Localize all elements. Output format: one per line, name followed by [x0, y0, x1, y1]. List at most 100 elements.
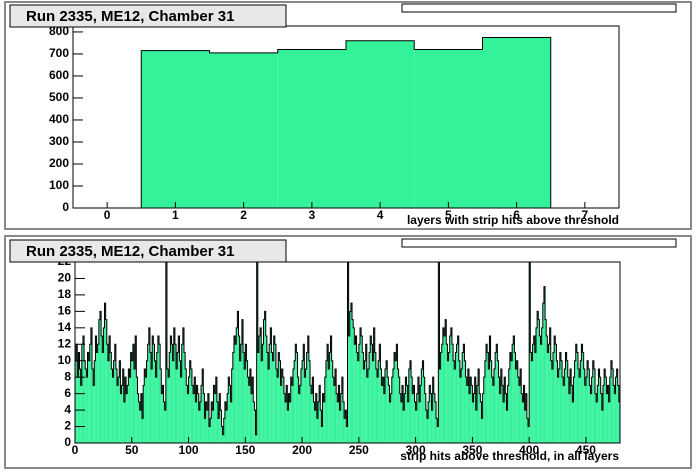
bin: [132, 344, 135, 443]
bin: [484, 360, 487, 443]
bin: [104, 303, 106, 443]
bin: [330, 336, 332, 443]
bin: [235, 344, 237, 443]
bin: [587, 360, 589, 443]
chart-title: Run 2335, ME12, Chamber 31: [26, 8, 234, 25]
bin: [127, 385, 129, 443]
bin: [608, 401, 610, 443]
bin: [408, 368, 410, 443]
bin: [454, 368, 456, 443]
bin: [584, 385, 586, 443]
bin: [567, 377, 569, 443]
bin: [398, 377, 400, 443]
bin: [195, 401, 197, 443]
bin: [205, 401, 207, 443]
bin: [500, 368, 502, 443]
bin: [198, 410, 200, 443]
bin: [97, 344, 99, 443]
bin: [436, 418, 438, 443]
bin: [538, 319, 540, 443]
bin: [156, 352, 158, 443]
bin: [377, 377, 379, 443]
bin: [162, 385, 164, 443]
bin: [154, 360, 156, 443]
y-tick-label: 18: [58, 287, 72, 301]
bin: [298, 393, 300, 443]
bin: [252, 377, 254, 443]
bin: [455, 352, 457, 443]
bin: [481, 418, 483, 443]
x-tick-label: 150: [235, 443, 255, 457]
bin: [499, 393, 501, 443]
bin: [503, 401, 505, 443]
bin: [607, 385, 609, 443]
bin: [558, 368, 560, 443]
bin: [279, 360, 281, 443]
bin: [513, 336, 515, 443]
y-tick-label: 700: [49, 46, 69, 60]
bin: [190, 368, 192, 443]
bin: [84, 360, 86, 443]
x-axis-label: strip hits above threshold, in all layer…: [400, 449, 619, 463]
bin: [78, 352, 80, 443]
bin: [432, 377, 434, 443]
bin: [383, 393, 385, 443]
bin: [464, 360, 466, 443]
y-tick-label: 2: [64, 419, 71, 433]
bin: [495, 352, 497, 443]
bin: [394, 352, 396, 443]
bin: [171, 344, 173, 443]
bin: [320, 410, 322, 443]
bin: [322, 393, 324, 443]
y-tick-label: 14: [58, 320, 72, 334]
bin: [305, 368, 307, 443]
bin: [400, 401, 402, 443]
bin: [406, 385, 408, 443]
bin: [463, 344, 465, 443]
bin: [595, 393, 597, 443]
histogram-outline: [140, 36, 552, 208]
x-tick-label: 6: [513, 208, 520, 222]
bin: [382, 377, 384, 443]
bin: [249, 368, 251, 443]
bin: [349, 311, 351, 443]
bin: [420, 385, 422, 443]
bin: [581, 344, 583, 443]
bin: [453, 360, 455, 443]
bin: [601, 410, 603, 443]
bin: [597, 385, 599, 443]
bin: [215, 377, 217, 443]
bin: [402, 385, 404, 443]
bin: [359, 327, 362, 443]
bin: [303, 344, 305, 443]
bin: [296, 352, 298, 443]
bin: [176, 368, 178, 443]
bin: [445, 319, 447, 443]
bin: [258, 336, 261, 443]
bin: [442, 327, 445, 443]
bin: [545, 319, 547, 443]
bin: [285, 401, 287, 443]
bin: [295, 344, 297, 443]
y-tick-label: 100: [49, 178, 69, 192]
bin: [449, 336, 451, 443]
bin: [559, 352, 561, 443]
bin: [118, 377, 120, 443]
bin: [414, 401, 416, 443]
bin: [342, 401, 345, 443]
bin: [129, 377, 131, 443]
bin: [211, 401, 213, 443]
bin: [223, 418, 225, 443]
bin: [440, 352, 442, 443]
bin: [216, 401, 219, 443]
bin: [325, 360, 328, 443]
bin: [548, 344, 550, 443]
bin: [317, 401, 320, 443]
x-tick-label: 0: [104, 208, 111, 222]
bin: [304, 377, 306, 443]
bin: [517, 377, 519, 443]
bin: [79, 368, 81, 443]
bin: [123, 401, 125, 443]
bin: [425, 410, 427, 443]
bin: [491, 377, 493, 443]
